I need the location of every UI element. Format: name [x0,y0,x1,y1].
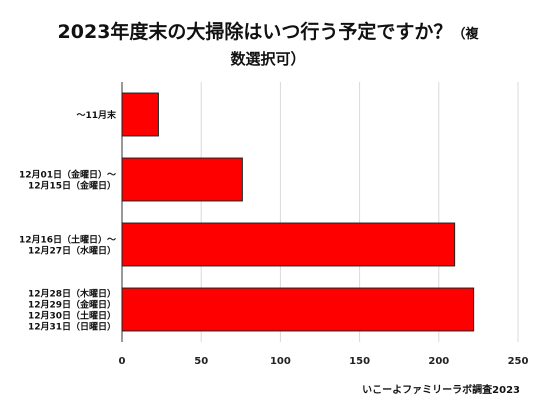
chart-title-paren: （複 [452,27,479,42]
y-category-label: 12月30日（土曜日） [28,310,116,322]
y-category-label: 12月31日（日曜日） [28,322,116,333]
bar [121,92,159,137]
x-tick-label: 250 [508,356,529,367]
x-tick-label: 50 [194,356,208,367]
x-tick-label: 100 [270,356,291,367]
bar [121,157,243,202]
y-category-label: 12月01日（金曜日）～ [19,169,116,181]
y-category-label: 12月16日（土曜日）～ [19,234,116,246]
bar [121,287,475,332]
y-category-label: 12月15日（金曜日） [28,180,116,192]
y-category-label: 12月28日（木曜日） [28,288,116,300]
x-tick-label: 200 [428,356,449,367]
y-category-label: 12月29日（金曜日） [28,299,116,311]
chart-title-line1: 2023年度末の大掃除はいつ行う予定ですか？（複 [0,20,536,47]
y-category-label: 12月27日（水曜日） [28,245,116,257]
chart-title-main: 2023年度末の大掃除はいつ行う予定ですか？ [57,21,453,43]
chart-title: 2023年度末の大掃除はいつ行う予定ですか？（複 数選択可） [0,20,536,69]
chart-title-line2: 数選択可） [230,50,306,68]
y-category-label: ～11月末 [76,109,117,121]
bar [121,222,456,267]
x-tick-label: 0 [119,356,126,367]
x-tick-label: 150 [349,356,370,367]
source-note: いこーよファミリーラボ調査2023 [362,385,520,396]
